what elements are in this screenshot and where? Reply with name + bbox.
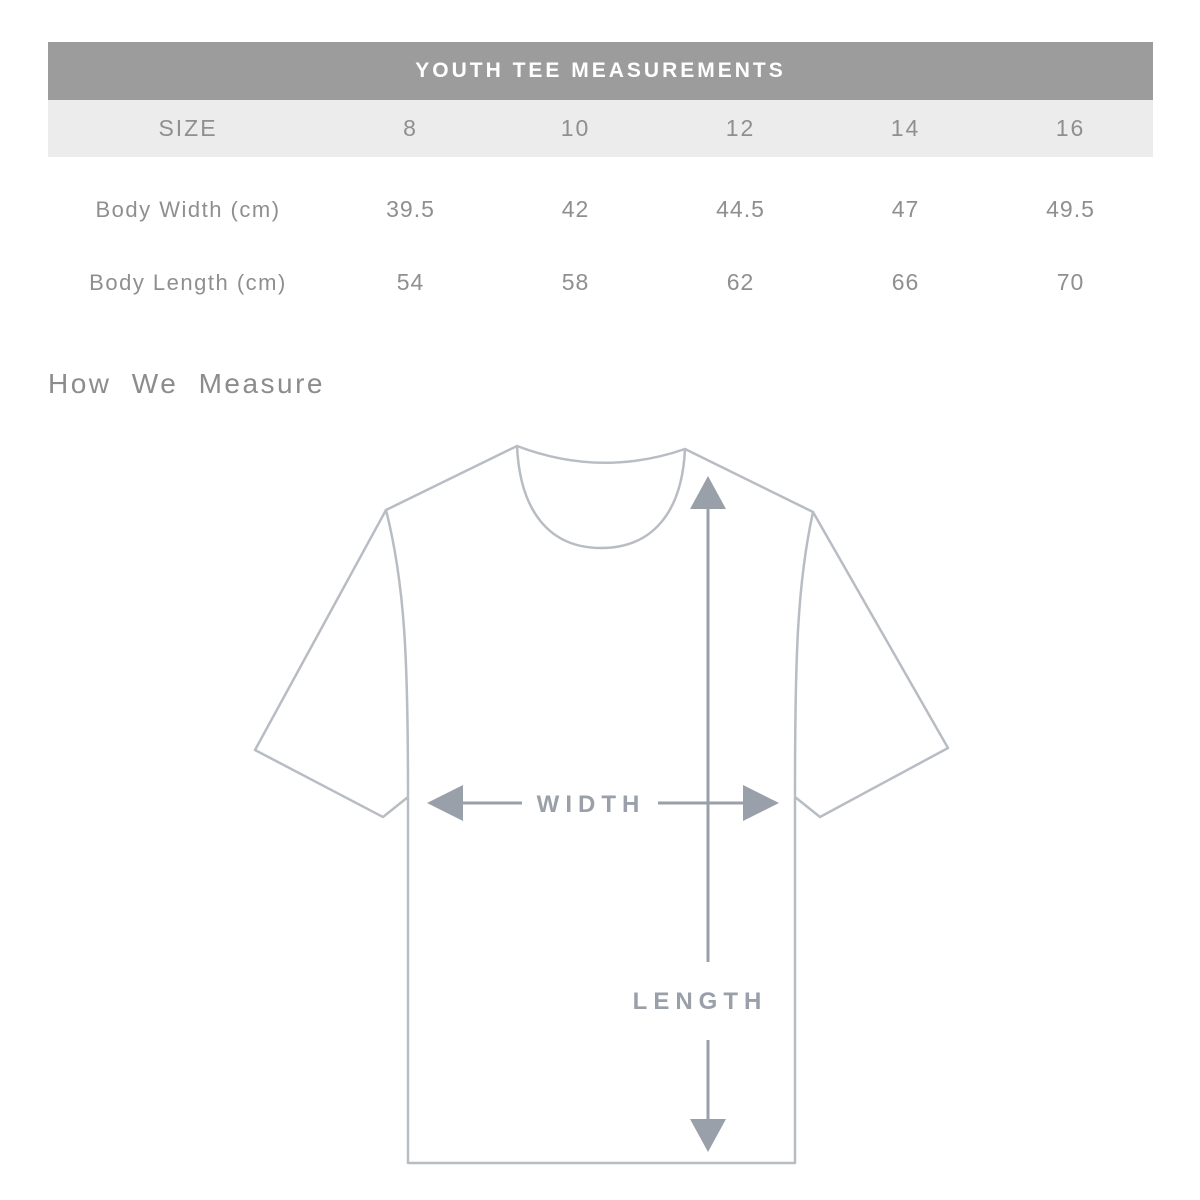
body-length-size-16: 70 [1056, 269, 1085, 295]
row-label-body-length: Body Length (cm) [89, 269, 287, 295]
size-column-12: 12 [725, 115, 756, 141]
arrowhead-up-icon [690, 476, 726, 509]
arrowhead-right-icon [743, 785, 779, 821]
measurement-table: YOUTH TEE MEASUREMENTS SIZE 8 10 12 14 1… [48, 42, 1153, 319]
size-header-row: SIZE 8 10 12 14 16 [48, 100, 1153, 157]
table-body: Body Width (cm) 39.5 42 44.5 47 49.5 Bod… [48, 157, 1153, 319]
size-column-8: 8 [403, 115, 418, 141]
size-header-label: SIZE [158, 115, 218, 141]
body-width-size-14: 47 [891, 196, 920, 222]
tshirt-outline [253, 444, 950, 1165]
body-length-size-14: 66 [891, 269, 920, 295]
body-width-size-16: 49.5 [1046, 196, 1095, 222]
how-we-measure-heading: How We Measure [48, 368, 326, 399]
size-column-14: 14 [890, 115, 921, 141]
size-column-16: 16 [1055, 115, 1086, 141]
body-width-size-12: 44.5 [716, 196, 765, 222]
row-label-body-width: Body Width (cm) [95, 196, 281, 222]
body-width-size-10: 42 [561, 196, 590, 222]
tshirt-armhole-left [384, 508, 410, 797]
body-width-size-8: 39.5 [386, 196, 435, 222]
body-length-size-10: 58 [561, 269, 590, 295]
table-row-body-width: Body Width (cm) 39.5 42 44.5 47 49.5 [48, 173, 1153, 246]
tshirt-collar-back [515, 444, 687, 464]
length-arrow: LENGTH [633, 476, 768, 1152]
width-label: WIDTH [537, 791, 646, 818]
arrowhead-left-icon [427, 785, 463, 821]
width-arrow: WIDTH [427, 785, 779, 821]
table-row-body-length: Body Length (cm) 54 58 62 66 70 [48, 246, 1153, 319]
tshirt-armhole-right [793, 510, 815, 797]
length-label: LENGTH [633, 988, 768, 1015]
body-length-size-12: 62 [726, 269, 755, 295]
arrowhead-down-icon [690, 1119, 726, 1152]
table-title: YOUTH TEE MEASUREMENTS [48, 42, 1153, 100]
body-length-size-8: 54 [396, 269, 425, 295]
size-column-10: 10 [560, 115, 591, 141]
